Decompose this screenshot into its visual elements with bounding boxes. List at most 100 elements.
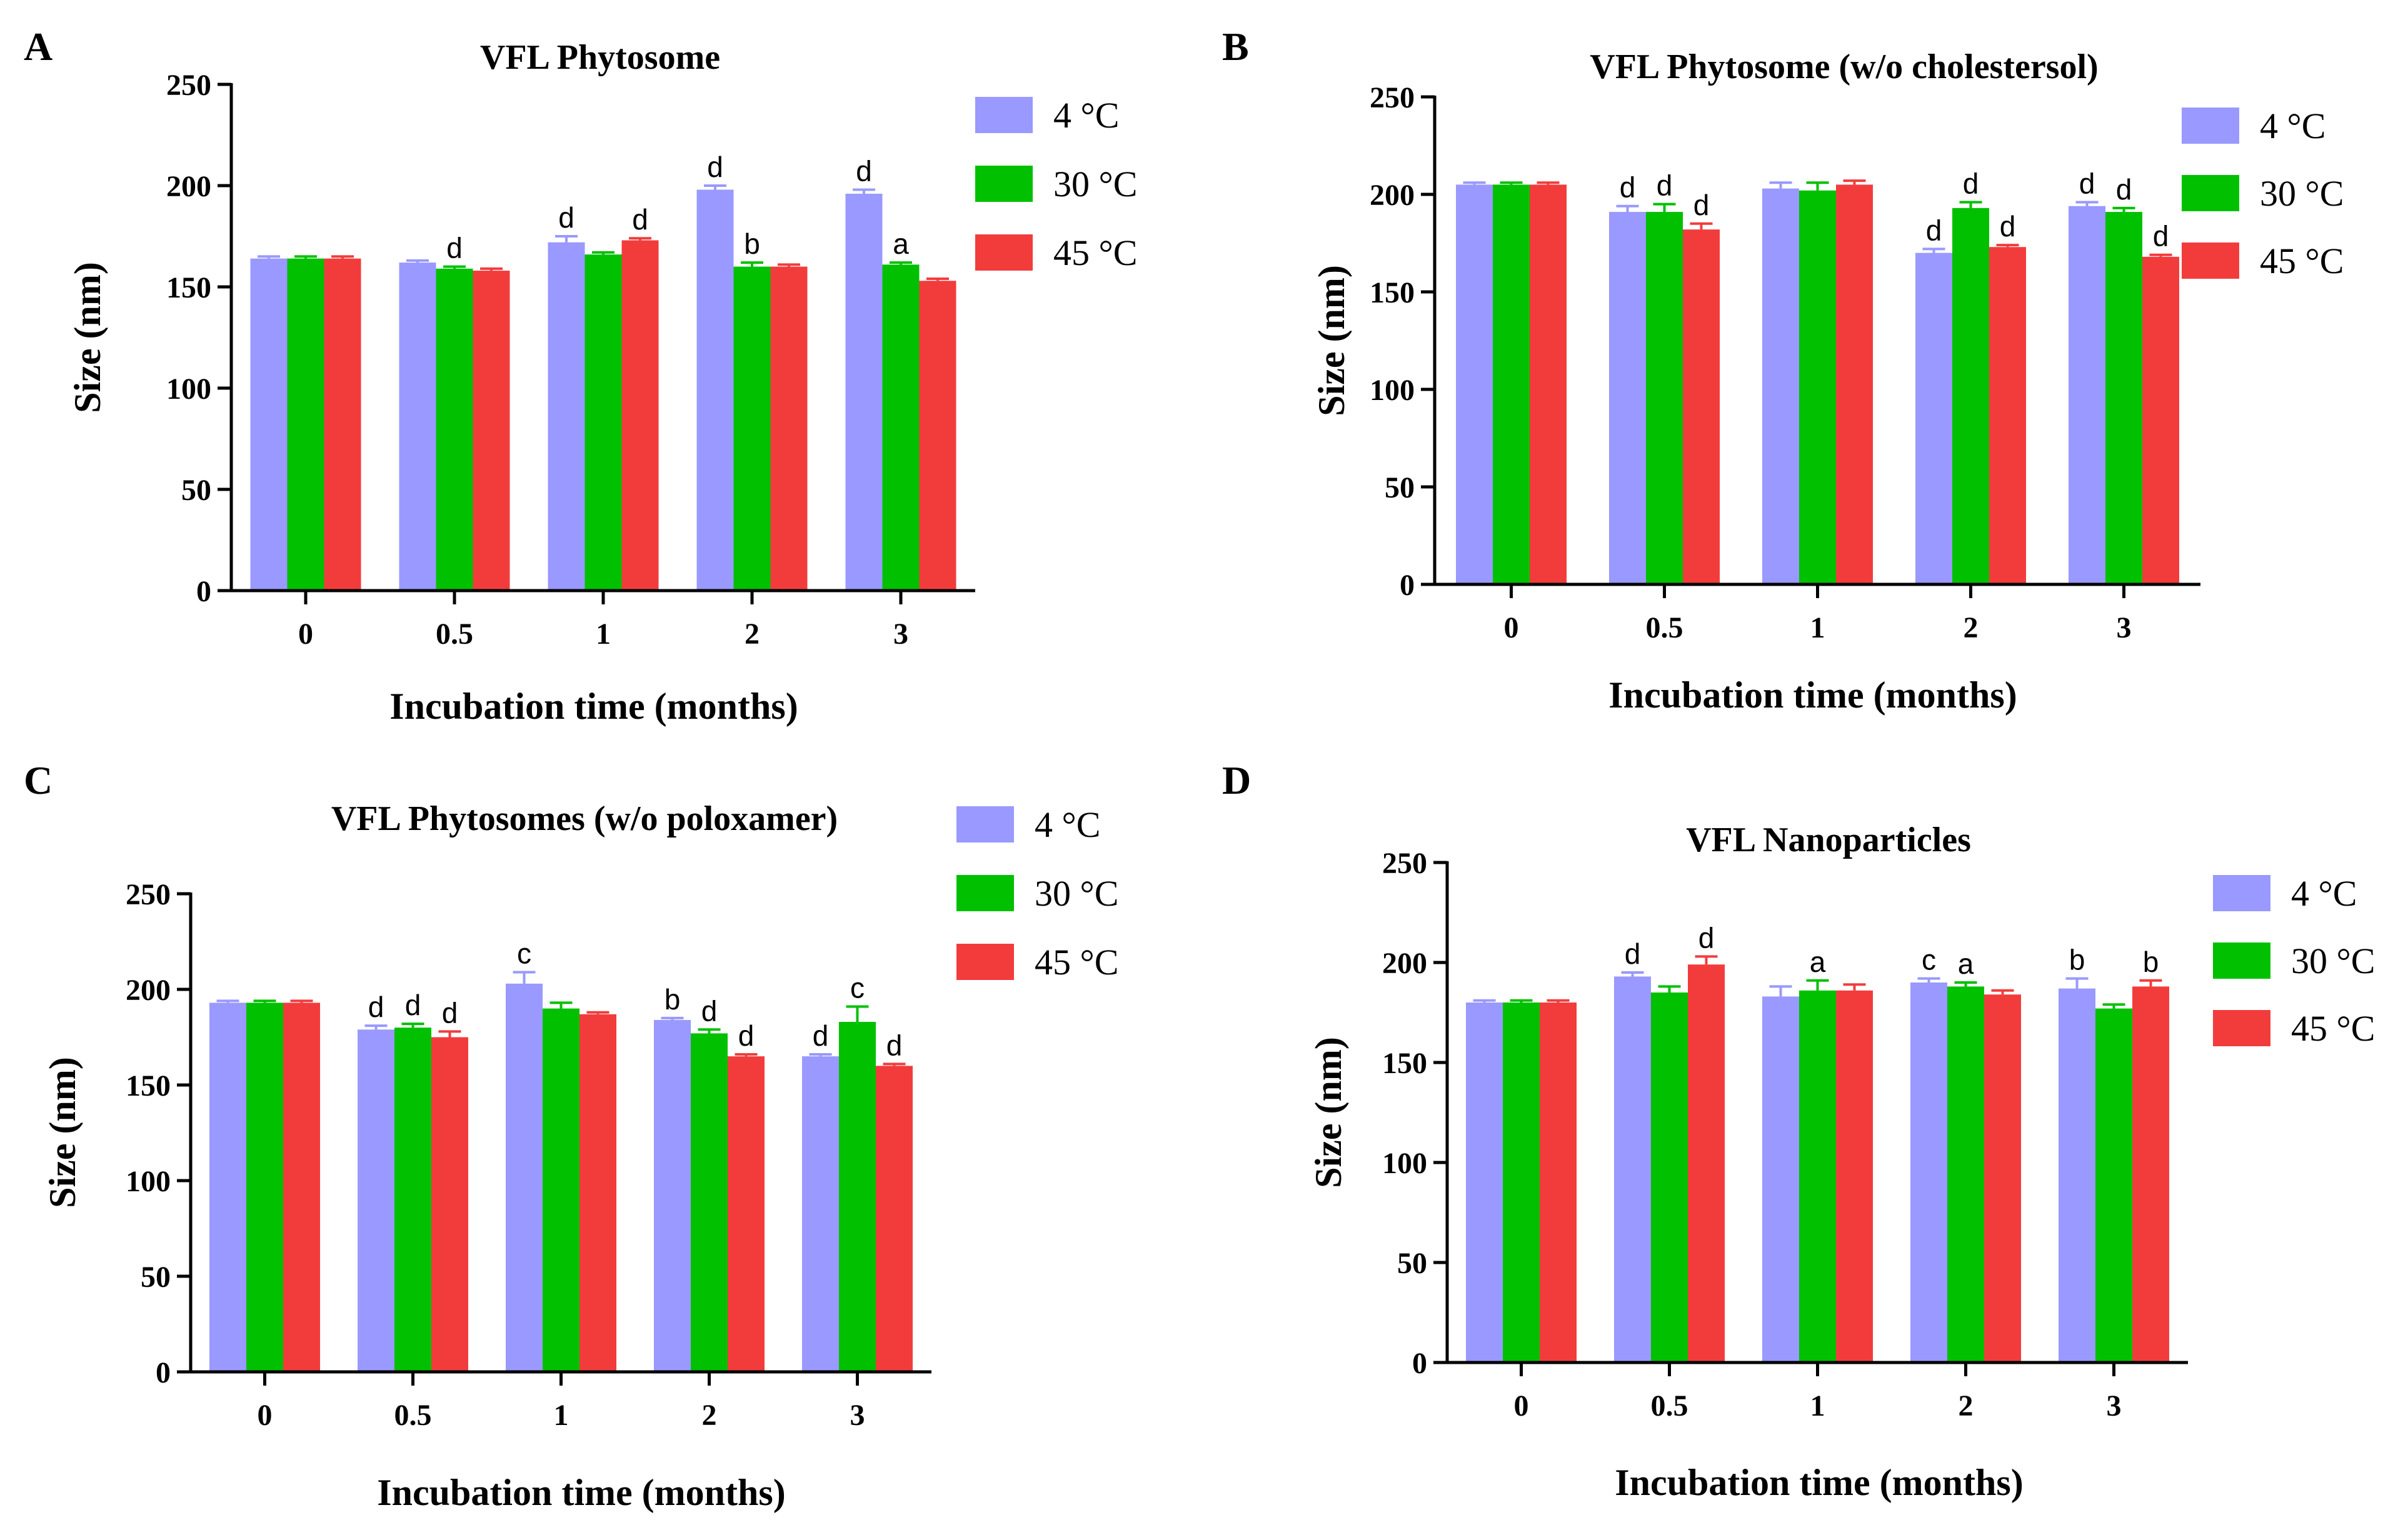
y-axis-label: Size (nm) — [67, 262, 108, 413]
legend-label: 45 °C — [2291, 1008, 2375, 1049]
x-tick-label: 1 — [1810, 611, 1825, 644]
x-axis-label: Incubation time (months) — [377, 1472, 785, 1513]
chart-title: VFL Phytosome — [480, 38, 720, 77]
significance-label: d — [2000, 210, 2016, 242]
panel-letter: D — [1222, 758, 1251, 802]
significance-label: b — [2143, 946, 2159, 978]
legend-label: 45 °C — [1035, 942, 1118, 982]
bar — [548, 242, 585, 591]
bar — [324, 258, 361, 591]
significance-label: a — [1810, 946, 1826, 978]
significance-label: d — [632, 203, 648, 236]
bar — [1952, 208, 1989, 585]
significance-label: c — [850, 972, 865, 1004]
bar — [287, 258, 324, 591]
bar — [1651, 992, 1688, 1362]
significance-label: b — [665, 983, 681, 1016]
bar — [839, 1022, 876, 1372]
panel-letter: A — [24, 24, 53, 69]
significance-label: d — [1625, 938, 1641, 970]
legend-swatch — [2182, 108, 2239, 144]
significance-label: b — [2069, 944, 2085, 976]
legend-label: 4 °C — [2260, 106, 2325, 146]
significance-label: c — [517, 937, 531, 969]
significance-label: d — [856, 154, 872, 187]
x-tick-label: 0.5 — [394, 1399, 432, 1432]
legend-label: 30 °C — [1035, 873, 1118, 914]
bar — [1915, 252, 1952, 585]
bar — [250, 258, 288, 591]
x-tick-label: 1 — [596, 618, 611, 651]
y-tick-label: 200 — [1382, 947, 1427, 980]
significance-label: d — [813, 1019, 829, 1052]
significance-label: d — [1657, 169, 1673, 202]
legend-swatch — [2213, 875, 2270, 911]
bar — [1503, 1002, 1540, 1362]
y-axis-label: Size (nm) — [1311, 265, 1352, 416]
bar — [579, 1014, 616, 1372]
bar — [1799, 190, 1836, 584]
y-tick-label: 50 — [1397, 1247, 1427, 1280]
y-tick-label: 100 — [166, 372, 211, 406]
legend-label: 4 °C — [1053, 95, 1119, 136]
bar — [431, 1037, 468, 1372]
significance-label: d — [2116, 173, 2132, 206]
bar — [802, 1056, 839, 1372]
significance-label: d — [2153, 220, 2169, 252]
significance-label: d — [1963, 167, 1979, 199]
y-tick-label: 100 — [126, 1165, 171, 1198]
bar — [728, 1056, 765, 1372]
bar — [358, 1029, 394, 1372]
bar — [654, 1019, 691, 1372]
bar — [209, 1002, 246, 1372]
bar — [691, 1033, 728, 1372]
legend-swatch — [2182, 242, 2239, 279]
bar — [1799, 990, 1836, 1362]
x-tick-label: 1 — [554, 1399, 569, 1432]
y-tick-label: 150 — [126, 1069, 171, 1102]
legend-swatch — [975, 234, 1033, 271]
significance-label: d — [405, 989, 421, 1021]
x-tick-label: 0 — [1504, 611, 1519, 644]
bar — [506, 983, 543, 1372]
significance-label: d — [1698, 921, 1715, 954]
x-axis-label: Incubation time (months) — [1615, 1462, 2023, 1503]
bar — [1762, 996, 1799, 1362]
y-tick-label: 100 — [1370, 374, 1415, 407]
y-tick-label: 200 — [1370, 179, 1415, 212]
y-tick-label: 100 — [1382, 1147, 1427, 1180]
significance-label: d — [558, 201, 574, 234]
legend-swatch — [956, 875, 1014, 911]
significance-label: d — [1620, 171, 1636, 204]
bar — [919, 281, 956, 591]
bar — [1947, 986, 1984, 1362]
legend-label: 30 °C — [2291, 941, 2375, 981]
x-tick-label: 2 — [745, 618, 760, 651]
bar — [1836, 990, 1873, 1362]
chart-title: VFL Phytosome (w/o cholestersol) — [1590, 48, 2098, 86]
x-tick-label: 0.5 — [1651, 1389, 1688, 1422]
bar — [1984, 994, 2021, 1362]
significance-label: d — [442, 996, 458, 1029]
bar — [1466, 1002, 1503, 1362]
bar — [436, 268, 473, 591]
legend-swatch — [975, 97, 1033, 133]
y-tick-label: 250 — [1370, 81, 1415, 114]
x-tick-label: 2 — [702, 1399, 717, 1432]
bar — [1456, 184, 1493, 584]
significance-label: d — [886, 1029, 903, 1061]
y-tick-label: 0 — [1412, 1347, 1427, 1380]
y-tick-label: 50 — [141, 1261, 171, 1294]
significance-label: d — [2079, 167, 2095, 199]
bar — [845, 193, 883, 591]
bar — [2095, 1008, 2132, 1362]
x-tick-label: 3 — [2107, 1389, 2122, 1422]
significance-label: d — [701, 994, 718, 1027]
bar — [621, 240, 659, 591]
legend-label: 30 °C — [2260, 173, 2344, 214]
legend-label: 45 °C — [2260, 241, 2344, 281]
legend-swatch — [2182, 175, 2239, 211]
significance-label: d — [1693, 189, 1710, 221]
